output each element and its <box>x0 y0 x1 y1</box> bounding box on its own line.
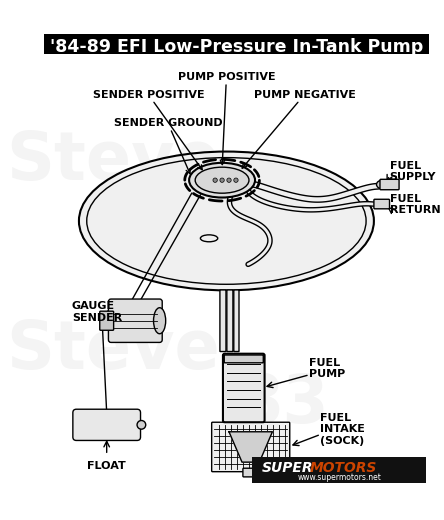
FancyBboxPatch shape <box>374 199 389 209</box>
Text: FUEL
INTAKE
(SOCK): FUEL INTAKE (SOCK) <box>320 412 365 446</box>
Text: Steve: Steve <box>7 128 220 194</box>
FancyBboxPatch shape <box>44 34 429 54</box>
Text: SUPER: SUPER <box>262 461 313 475</box>
Text: Steve: Steve <box>7 317 220 383</box>
Ellipse shape <box>79 151 374 290</box>
Circle shape <box>220 178 224 183</box>
FancyBboxPatch shape <box>224 355 263 363</box>
FancyBboxPatch shape <box>220 290 226 352</box>
Text: MOTORS: MOTORS <box>310 461 377 475</box>
FancyBboxPatch shape <box>212 422 290 472</box>
Text: PUMP POSITIVE: PUMP POSITIVE <box>178 72 275 164</box>
Circle shape <box>234 178 238 183</box>
FancyBboxPatch shape <box>108 299 162 342</box>
Ellipse shape <box>195 167 249 193</box>
FancyBboxPatch shape <box>73 409 141 440</box>
Text: GAUGE
SENDER: GAUGE SENDER <box>72 301 122 323</box>
FancyBboxPatch shape <box>227 290 233 352</box>
FancyBboxPatch shape <box>100 311 114 330</box>
Circle shape <box>227 178 231 183</box>
FancyBboxPatch shape <box>234 290 239 352</box>
Text: www.supermotors.net: www.supermotors.net <box>297 473 381 482</box>
Text: '84-89 EFI Low-Pressure In-Tank Pump: '84-89 EFI Low-Pressure In-Tank Pump <box>50 37 424 56</box>
FancyBboxPatch shape <box>243 468 258 477</box>
Text: PUMP NEGATIVE: PUMP NEGATIVE <box>242 89 356 168</box>
Text: FUEL
SUPPLY: FUEL SUPPLY <box>389 161 436 183</box>
FancyBboxPatch shape <box>223 354 265 422</box>
Text: FUEL
PUMP: FUEL PUMP <box>309 358 345 379</box>
Ellipse shape <box>377 180 388 189</box>
Text: 83: 83 <box>237 371 329 437</box>
Text: SENDER GROUND: SENDER GROUND <box>114 118 222 174</box>
Ellipse shape <box>189 163 255 198</box>
Circle shape <box>213 178 217 183</box>
Text: SENDER POSITIVE: SENDER POSITIVE <box>92 89 204 170</box>
Text: FUEL
RETURN: FUEL RETURN <box>389 193 440 215</box>
Polygon shape <box>229 432 273 462</box>
FancyBboxPatch shape <box>380 179 399 190</box>
Text: 83: 83 <box>237 191 329 257</box>
Circle shape <box>137 421 146 429</box>
Ellipse shape <box>154 308 166 334</box>
Text: FLOAT: FLOAT <box>87 461 126 471</box>
FancyBboxPatch shape <box>253 457 426 483</box>
